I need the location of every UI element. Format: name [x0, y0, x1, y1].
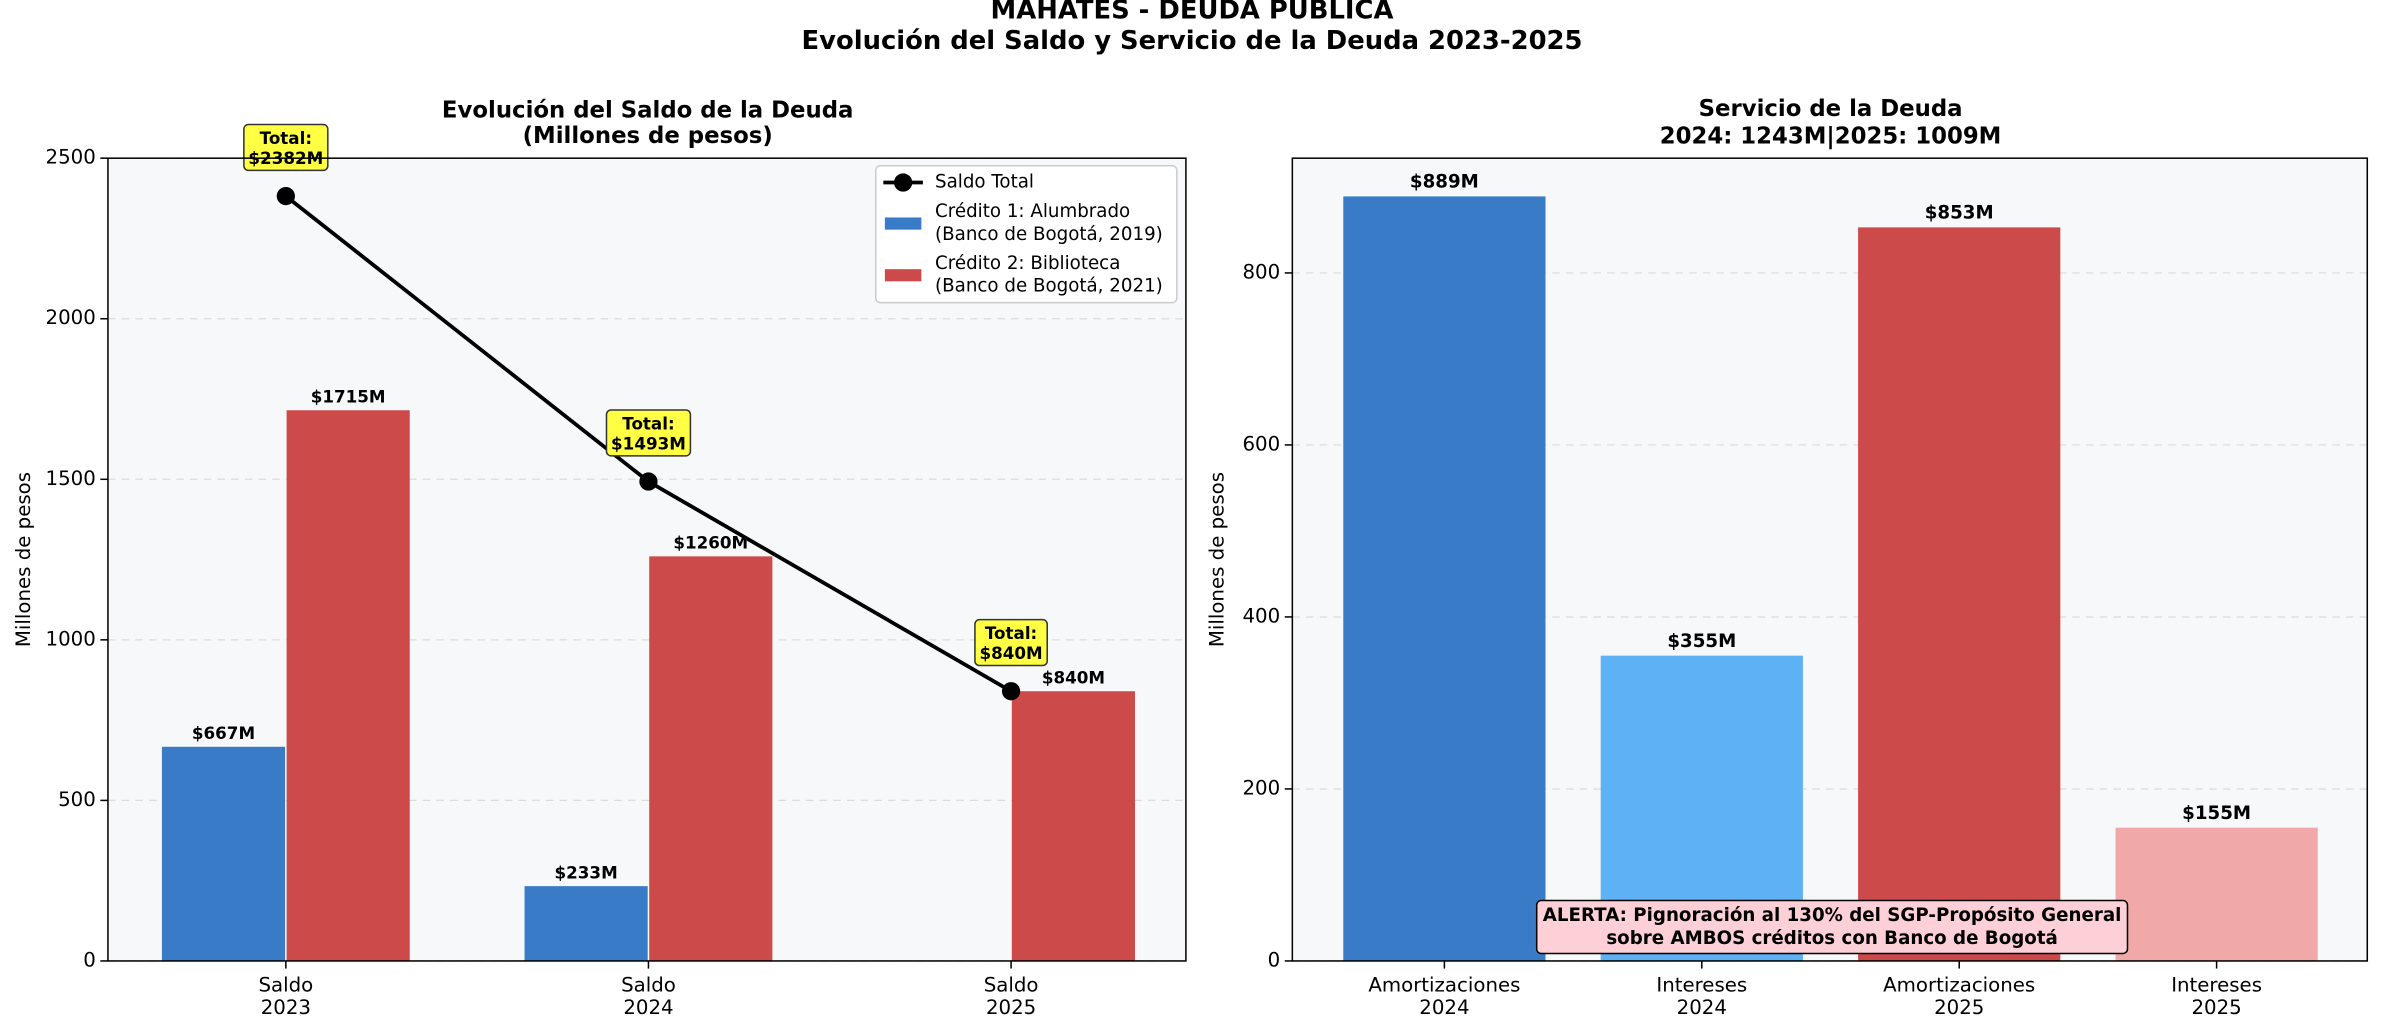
x-tick-label: Saldo 2025	[984, 973, 1039, 1019]
legend-label: Crédito 1: Alumbrado (Banco de Bogotá, 20…	[935, 201, 1163, 245]
legend-swatch	[884, 217, 922, 230]
x-tick-label: Saldo 2024	[621, 973, 676, 1019]
y-tick-label: 600	[1242, 432, 1280, 455]
total-annotation: Total: $840M	[979, 623, 1042, 663]
total-annotation: Total: $1493M	[611, 413, 686, 453]
plot-frame	[1291, 157, 2369, 962]
bar-value-label: $667M	[192, 723, 255, 743]
y-tick-label: 800	[1242, 260, 1280, 283]
legend-swatch	[884, 269, 922, 282]
bar-value-label: $155M	[2182, 803, 2251, 824]
x-tick-label: Amortizaciones 2025	[1883, 973, 2035, 1019]
legend-box	[874, 165, 1178, 304]
bar-value-label: $840M	[1042, 668, 1105, 688]
figure-title: MAHATES - DEUDA PÚBLICA Evolución del Sal…	[802, 0, 1583, 56]
y-tick-label: 0	[1268, 948, 1281, 971]
line-marker	[1001, 682, 1021, 701]
y-axis-label: Millones de pesos	[1205, 472, 1228, 647]
bar	[161, 746, 286, 961]
alert-annotation: ALERTA: Pignoración al 130% del SGP-Prop…	[1543, 905, 2122, 949]
y-axis-label: Millones de pesos	[12, 472, 35, 647]
plot-frame	[107, 157, 1187, 962]
bar	[286, 410, 410, 961]
x-tick-label: Saldo 2023	[258, 973, 313, 1019]
bar-value-label: $1260M	[673, 533, 748, 553]
bar	[1343, 196, 1546, 961]
legend-marker	[894, 173, 913, 192]
y-tick-label: 2500	[46, 146, 96, 169]
line-marker	[639, 472, 658, 491]
bar-value-label: $1715M	[311, 387, 386, 407]
line-marker	[276, 186, 295, 206]
bar	[1858, 227, 2061, 961]
annotation-box	[974, 618, 1048, 667]
y-tick-label: 2000	[46, 306, 96, 329]
chart-subtitle: 2024: 1243M|2025: 1009M	[1660, 123, 2002, 149]
bar-value-label: $889M	[1410, 172, 1479, 193]
bar-value-label: $853M	[1925, 203, 1994, 224]
bar	[1011, 691, 1135, 961]
legend-label: Crédito 2: Biblioteca (Banco de Bogotá, 2…	[935, 253, 1163, 297]
y-tick-label: 200	[1242, 776, 1280, 799]
bar-value-label: $233M	[555, 862, 618, 882]
legend-label: Saldo Total	[935, 172, 1034, 193]
bar	[524, 886, 648, 961]
total-annotation: Total: $2382M	[248, 128, 323, 168]
chart-title: Evolución del Saldo de la Deuda (Millones…	[442, 97, 854, 149]
alert-box	[1535, 899, 2129, 955]
bar-value-label: $355M	[1667, 631, 1736, 652]
y-tick-label: 500	[58, 788, 96, 811]
bar	[2115, 827, 2318, 961]
y-tick-label: 1500	[46, 467, 96, 490]
x-tick-label: Intereses 2024	[1656, 973, 1747, 1019]
bar	[649, 556, 773, 961]
chart-title: Servicio de la Deuda	[1699, 96, 1963, 122]
annotation-box	[605, 409, 692, 457]
y-tick-label: 0	[83, 948, 96, 971]
x-tick-label: Intereses 2025	[2171, 973, 2262, 1019]
y-tick-label: 1000	[46, 627, 96, 650]
x-tick-label: Amortizaciones 2024	[1368, 973, 1520, 1019]
y-tick-label: 400	[1242, 604, 1280, 627]
